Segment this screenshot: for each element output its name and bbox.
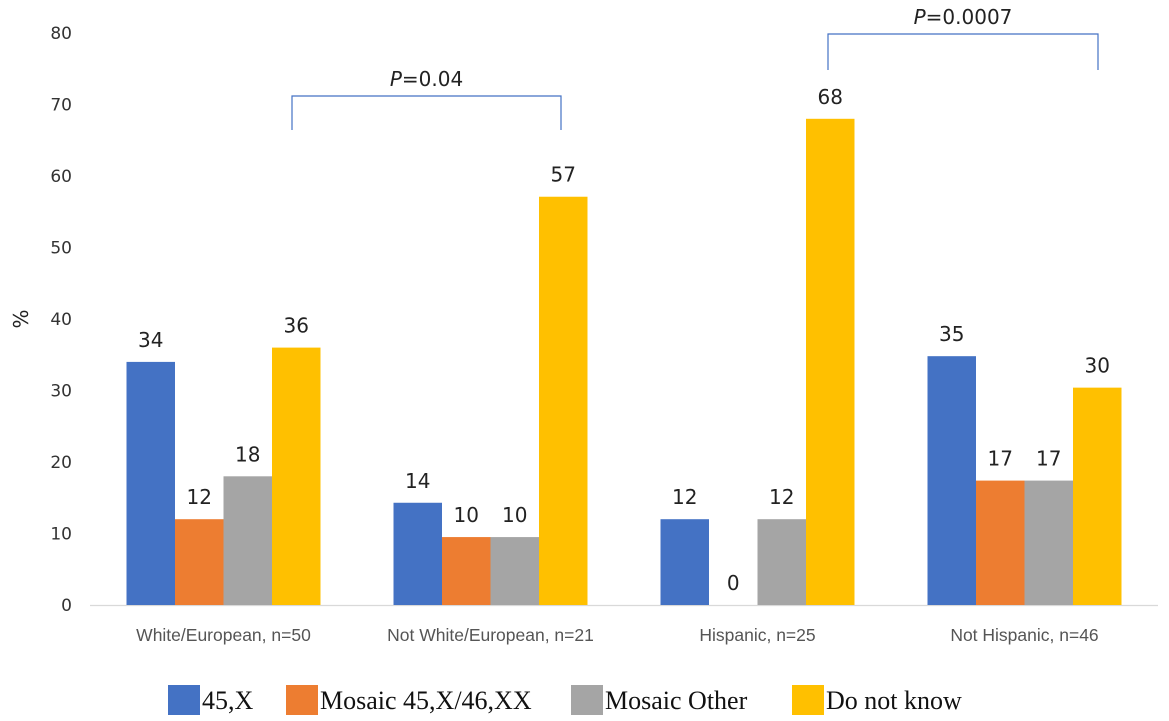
data-label: 68 (818, 85, 843, 109)
x-tick-label: White/European, n=50 (136, 625, 311, 645)
data-label: 12 (769, 485, 794, 509)
legend-swatch (286, 685, 318, 715)
bar (539, 196, 588, 606)
y-tick-label: 30 (50, 382, 72, 402)
bar (1073, 387, 1122, 605)
legend-label: Mosaic 45,X/46,XX (320, 686, 532, 715)
data-label: 35 (939, 322, 964, 346)
significance-bracket (291, 95, 562, 130)
y-tick-label: 50 (50, 239, 72, 259)
bar (126, 361, 175, 605)
bar (1024, 480, 1073, 605)
x-tick-label: Not White/European, n=21 (387, 625, 594, 645)
legend-swatch (168, 685, 200, 715)
data-labels-layer: 34 14 12 35 12 10 0 17 18 10 12 17 36 57 68 30 (138, 85, 1110, 595)
data-label: 18 (235, 442, 260, 466)
bar (393, 502, 442, 605)
legend-label: Mosaic Other (605, 686, 748, 715)
data-label: 36 (284, 314, 309, 338)
bar (442, 537, 491, 605)
bar (757, 519, 806, 605)
y-axis-label: % (9, 309, 33, 328)
x-tick-label: Hispanic, n=25 (699, 625, 815, 645)
y-tick-label: 0 (61, 596, 72, 616)
data-label: 14 (405, 469, 430, 493)
bar (927, 356, 976, 605)
bar (223, 476, 272, 605)
legend: 45,X Mosaic 45,X/46,XX Mosaic Other Do not … (168, 685, 962, 715)
legend-label: Do not know (826, 686, 962, 715)
data-label: 12 (672, 485, 697, 509)
bar (976, 480, 1025, 605)
annotations-layer: P=0.04 P=0.0007 (291, 5, 1099, 130)
y-tick-label: 40 (50, 310, 72, 330)
bar (175, 519, 224, 605)
bar (660, 519, 709, 605)
legend-swatch (792, 685, 824, 715)
data-label: 12 (187, 485, 212, 509)
data-label: 10 (454, 503, 479, 527)
bars-layer (126, 118, 1122, 606)
y-tick-label: 10 (50, 525, 72, 545)
y-tick-label: 60 (50, 167, 72, 187)
legend-swatch (571, 685, 603, 715)
data-label: 57 (551, 163, 576, 187)
data-label: 10 (502, 503, 527, 527)
x-tick-label: Not Hispanic, n=46 (950, 625, 1098, 645)
y-tick-label: 20 (50, 453, 72, 473)
bar (490, 537, 539, 605)
data-label: 17 (1036, 447, 1061, 471)
y-tick-label: 70 (50, 96, 72, 116)
significance-bracket (827, 33, 1099, 70)
data-label: 34 (138, 328, 163, 352)
bar (806, 118, 855, 606)
p-value-label: P=0.04 (390, 67, 463, 91)
data-label: 17 (988, 447, 1013, 471)
y-tick-label: 80 (50, 24, 72, 44)
legend-label: 45,X (202, 686, 254, 715)
bar (272, 347, 321, 605)
axis-layer: 0 10 20 30 40 50 60 70 80% White/European, n=50 No… (9, 24, 1158, 645)
p-value-label: P=0.0007 (914, 5, 1013, 29)
data-label: 0 (727, 571, 740, 595)
data-label: 30 (1085, 354, 1110, 378)
